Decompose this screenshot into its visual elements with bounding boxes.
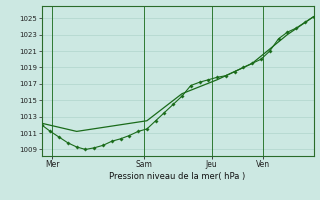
- X-axis label: Pression niveau de la mer( hPa ): Pression niveau de la mer( hPa ): [109, 172, 246, 181]
